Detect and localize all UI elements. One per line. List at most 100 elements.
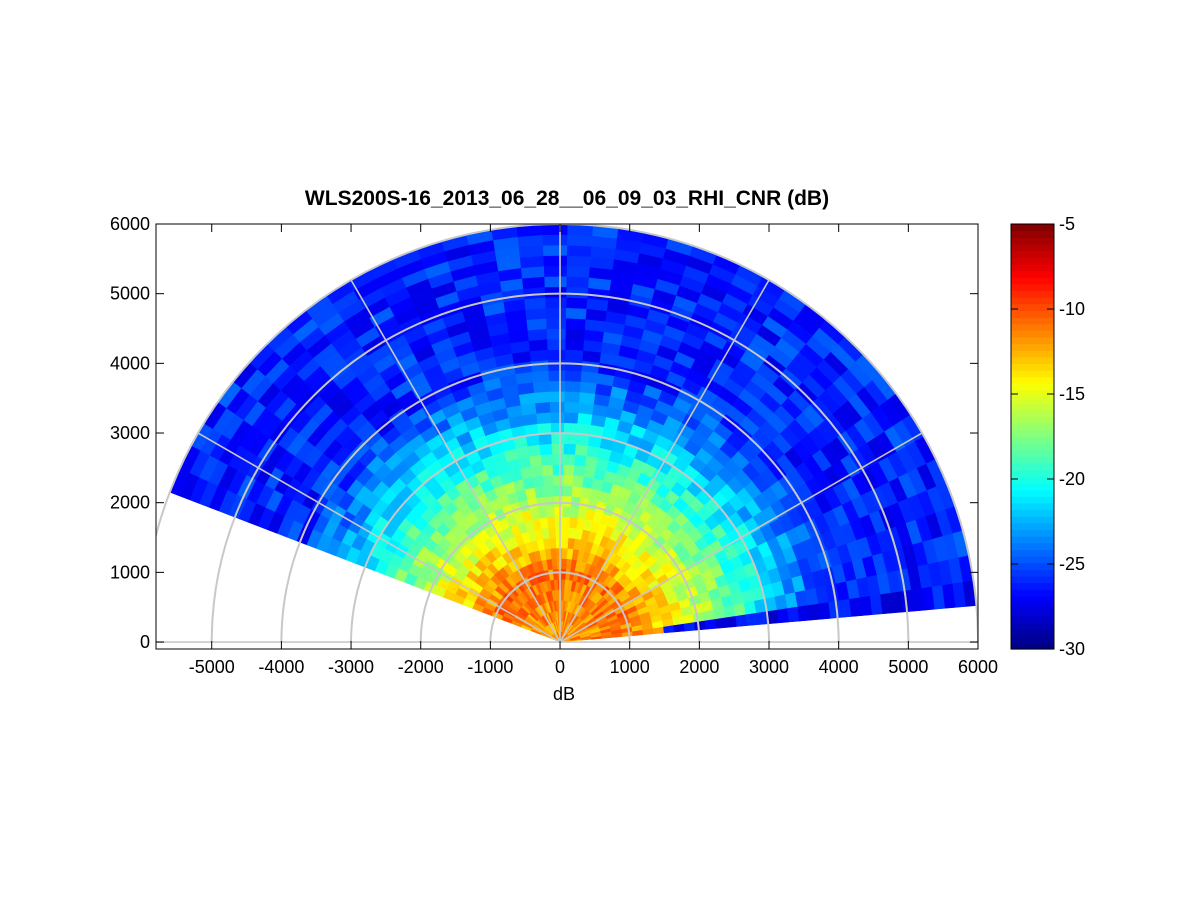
heatmap-cell bbox=[563, 411, 579, 424]
colorbar-segment bbox=[1011, 423, 1054, 431]
colorbar-segment bbox=[1011, 243, 1054, 252]
heatmap-cell bbox=[561, 516, 571, 528]
colorbar-segment bbox=[1011, 529, 1054, 537]
colorbar-segment bbox=[1011, 403, 1054, 411]
colorbar-segment bbox=[1011, 549, 1054, 557]
heatmap-cell bbox=[567, 527, 577, 539]
colorbar-segment bbox=[1011, 409, 1054, 418]
colorbar-segment bbox=[1011, 237, 1054, 245]
heatmap-cell bbox=[550, 422, 565, 434]
colorbar-segment bbox=[1011, 489, 1054, 497]
heatmap-cell bbox=[581, 476, 594, 489]
heatmap-cell bbox=[561, 558, 567, 570]
heatmap-cell bbox=[579, 381, 597, 394]
heatmap-cell bbox=[577, 402, 594, 415]
colorbar-segment bbox=[1011, 482, 1054, 491]
heatmap-cell bbox=[546, 328, 566, 340]
colorbar-segment bbox=[1011, 469, 1054, 477]
y-tick-label: 2000 bbox=[110, 493, 150, 513]
heatmap-cell bbox=[564, 349, 584, 361]
y-tick-label: 0 bbox=[140, 632, 150, 652]
heatmap-cell bbox=[561, 505, 571, 518]
colorbar-segment bbox=[1011, 615, 1054, 624]
heatmap-cell bbox=[572, 475, 584, 488]
heatmap-cell bbox=[523, 297, 546, 310]
y-tick-label: 4000 bbox=[110, 353, 150, 373]
colorbar-segment bbox=[1011, 562, 1054, 570]
colorbar-segment bbox=[1011, 582, 1054, 590]
colorbar-segment bbox=[1011, 609, 1054, 617]
colorbar-segment bbox=[1011, 277, 1054, 285]
colorbar-segment bbox=[1011, 496, 1054, 504]
heatmap-cell bbox=[561, 537, 569, 549]
x-tick-label: -5000 bbox=[189, 657, 235, 677]
heatmap-cell bbox=[566, 548, 574, 560]
heatmap-cell bbox=[545, 317, 566, 330]
heatmap-cell bbox=[549, 411, 565, 424]
heatmap-cell bbox=[560, 568, 567, 580]
colorbar-segment bbox=[1011, 509, 1054, 517]
heatmap-cell bbox=[797, 604, 811, 622]
heatmap-cell bbox=[560, 589, 565, 601]
heatmap-cell bbox=[565, 276, 589, 289]
heatmap-cell bbox=[543, 485, 554, 497]
heatmap-cell bbox=[704, 618, 717, 630]
heatmap-cell bbox=[562, 485, 573, 497]
heatmap-cell bbox=[535, 412, 551, 425]
heatmap-cell bbox=[560, 579, 566, 591]
heatmap-cell bbox=[565, 307, 587, 320]
colorbar-tick-label: -20 bbox=[1059, 469, 1085, 489]
colorbar-tick-label: -10 bbox=[1059, 299, 1085, 319]
colorbar-segment bbox=[1011, 323, 1054, 331]
heatmap-cell bbox=[539, 443, 553, 456]
heatmap-cell bbox=[725, 615, 738, 628]
heatmap-cell bbox=[533, 391, 550, 404]
heatmap-cell bbox=[564, 359, 583, 372]
colorbar-segment bbox=[1011, 343, 1054, 351]
polar-grid-ring bbox=[156, 224, 978, 643]
heatmap-cell bbox=[532, 380, 550, 393]
x-tick-label: 2000 bbox=[679, 657, 719, 677]
heatmap-cell bbox=[565, 317, 586, 330]
heatmap-cell bbox=[548, 391, 565, 403]
x-tick-label: 4000 bbox=[819, 657, 859, 677]
heatmap-cell bbox=[524, 307, 547, 321]
heatmap-cell bbox=[565, 296, 588, 309]
heatmap-cell bbox=[566, 265, 590, 278]
heatmap-cell bbox=[714, 617, 727, 629]
heatmap-cell bbox=[518, 245, 544, 258]
colorbar-segment bbox=[1011, 502, 1054, 511]
heatmap-cell bbox=[568, 516, 578, 529]
colorbar-segment bbox=[1011, 396, 1054, 404]
colorbar-segment bbox=[1011, 230, 1054, 238]
colorbar-gradient bbox=[1011, 224, 1054, 650]
heatmap-cell bbox=[574, 443, 588, 456]
heatmap-cell bbox=[546, 338, 566, 350]
heatmap-cell bbox=[561, 526, 570, 539]
heatmap-cell bbox=[562, 495, 572, 507]
heatmap-cell bbox=[530, 465, 543, 478]
colorbar-segment bbox=[1011, 622, 1054, 630]
colorbar-segment bbox=[1011, 376, 1054, 384]
colorbar-segment bbox=[1011, 463, 1054, 471]
heatmap-cell bbox=[548, 380, 565, 392]
colorbar-segment bbox=[1011, 283, 1054, 292]
colorbar-tick-label: -5 bbox=[1059, 214, 1075, 234]
heatmap-cell bbox=[562, 453, 576, 466]
heatmap-cell bbox=[553, 495, 563, 507]
colorbar-segment bbox=[1011, 330, 1054, 338]
heatmap-cell bbox=[547, 349, 566, 361]
heatmap-cell bbox=[545, 506, 555, 518]
colorbar-segment bbox=[1011, 556, 1054, 564]
heatmap-cell bbox=[542, 474, 554, 487]
x-tick-label: 3000 bbox=[749, 657, 789, 677]
heatmap-cell bbox=[544, 286, 567, 298]
heatmap-cell bbox=[542, 234, 568, 246]
heatmap-cell bbox=[553, 505, 563, 517]
heatmap-cell bbox=[745, 612, 759, 626]
colorbar-segment bbox=[1011, 536, 1054, 544]
heatmap-cell bbox=[580, 486, 592, 499]
heatmap-cell bbox=[570, 495, 581, 508]
heatmap-cell bbox=[566, 244, 592, 257]
heatmap-cell bbox=[563, 401, 580, 414]
